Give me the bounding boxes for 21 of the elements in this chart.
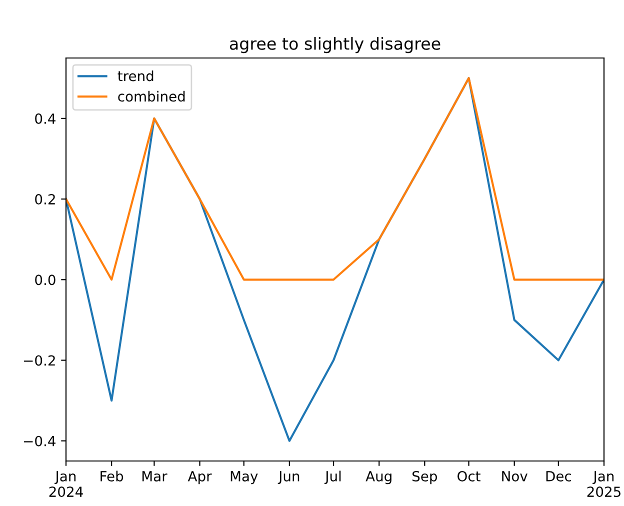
x-tick-label: Jul <box>324 470 341 484</box>
chart-title: agree to slightly disagree <box>230 37 440 54</box>
x-tick-label: Oct <box>458 470 480 482</box>
x-tick-label: Feb <box>100 470 124 482</box>
x-tick-label: Jan 2024 <box>49 471 83 498</box>
x-tick-label: Aug <box>366 471 392 484</box>
y-tick-label: 0.4 <box>35 113 56 124</box>
x-tick-label: Mar <box>142 471 168 482</box>
legend-label: combined <box>118 90 185 102</box>
y-tick-label: −0.2 <box>24 355 55 366</box>
x-tick-label: Sep <box>412 470 437 484</box>
x-tick-label: Nov <box>502 471 528 482</box>
x-tick-label: Jan 2025 <box>587 471 620 498</box>
y-tick-label: 0.0 <box>35 274 56 286</box>
x-tick-label: Jun <box>278 471 300 484</box>
x-tick-label: Dec <box>546 471 572 482</box>
y-tick-label: −0.4 <box>24 436 56 446</box>
legend-label: trend <box>118 70 154 82</box>
x-tick-label: May <box>230 471 258 484</box>
x-tick-label: Apr <box>188 471 212 484</box>
y-tick-label: 0.2 <box>35 194 55 205</box>
